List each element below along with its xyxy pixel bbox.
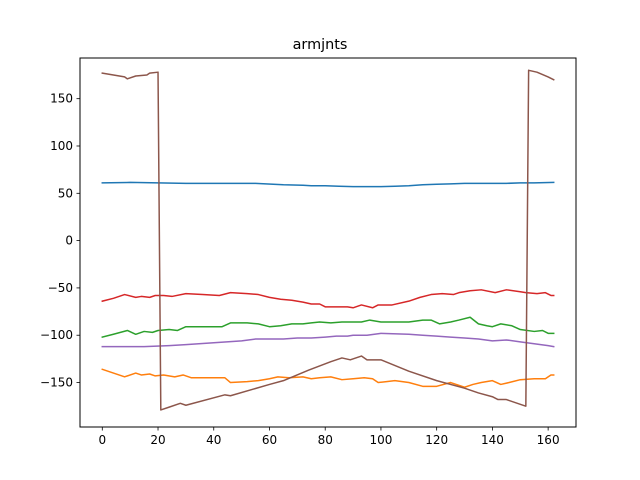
- y-tick-label: 100: [50, 139, 73, 153]
- series-line-1: [101, 181, 555, 188]
- series-line-4: [101, 289, 555, 309]
- x-tick-label: 40: [206, 433, 221, 447]
- y-tick-label: −50: [48, 281, 73, 295]
- series-layer: [101, 69, 555, 411]
- x-tick-label: 100: [369, 433, 392, 447]
- x-tick-label: 160: [537, 433, 560, 447]
- x-tick-label: 0: [98, 433, 106, 447]
- series-line-2: [101, 368, 555, 389]
- y-tick-label: −150: [40, 376, 73, 390]
- x-tick-label: 60: [262, 433, 277, 447]
- y-tick-label: 50: [58, 186, 73, 200]
- y-axis: −150 −100 −50 0 50 100 150: [40, 92, 80, 390]
- series-line-5: [101, 332, 555, 348]
- y-tick-label: −100: [40, 328, 73, 342]
- x-axis: 0 20 40 60 80 100 120 140 160: [98, 427, 560, 447]
- series-line-3: [101, 316, 555, 339]
- plot-frame: [79, 57, 577, 428]
- x-tick-label: 120: [425, 433, 448, 447]
- x-tick-label: 20: [150, 433, 165, 447]
- x-tick-label: 80: [318, 433, 333, 447]
- y-tick-label: 0: [65, 234, 73, 248]
- x-tick-label: 140: [481, 433, 504, 447]
- chart-title: armjnts: [293, 37, 348, 53]
- series-line-6: [101, 69, 555, 411]
- y-tick-label: 150: [50, 92, 73, 106]
